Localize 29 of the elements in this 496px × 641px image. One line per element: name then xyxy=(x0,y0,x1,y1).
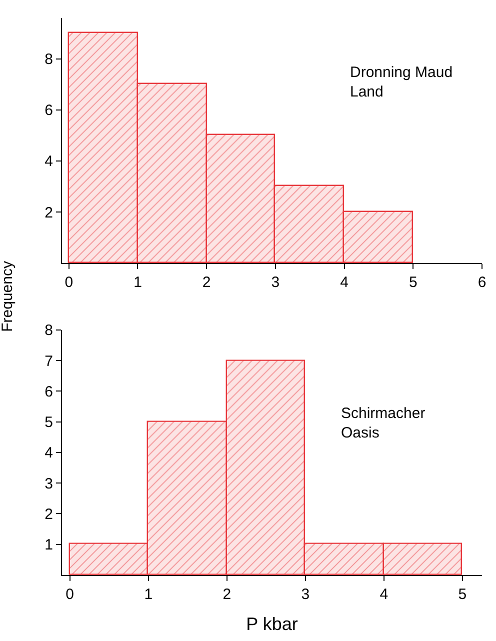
y-tick-label: 8 xyxy=(44,51,53,68)
x-tick-label: 0 xyxy=(66,586,74,603)
annotation: Schirmacher Oasis xyxy=(341,405,426,442)
y-tick-label: 2 xyxy=(44,204,53,222)
y-tick-label: 2 xyxy=(44,506,53,523)
y-tick-label: 8 xyxy=(44,322,53,340)
x-tick-label: 2 xyxy=(222,586,232,603)
x-tick-label: 3 xyxy=(301,586,310,603)
y-axis-title: Frequency xyxy=(0,260,16,332)
x-tick-label: 5 xyxy=(408,274,418,292)
x-tick-label: 1 xyxy=(144,586,153,603)
x-tick-label: 4 xyxy=(380,586,388,603)
x-tick-label: 6 xyxy=(478,274,486,292)
y-tick-label: 3 xyxy=(44,475,53,492)
y-tick-label: 1 xyxy=(44,536,53,554)
x-tick-label: 1 xyxy=(134,274,142,292)
x-tick-label: 0 xyxy=(64,274,74,292)
y-tick-label: 5 xyxy=(44,414,53,432)
x-tick-label: 2 xyxy=(202,274,211,292)
y-tick-label: 6 xyxy=(44,383,53,400)
y-tick-label: 4 xyxy=(44,444,53,462)
x-tick-label: 5 xyxy=(458,586,467,603)
y-tick-label: 6 xyxy=(44,102,53,120)
x-tick-label: 4 xyxy=(340,274,348,292)
y-tick-label: 4 xyxy=(44,153,53,170)
x-tick-label: 3 xyxy=(271,274,280,292)
y-tick-label: 7 xyxy=(44,352,53,370)
annotation: Dronning Maud Land xyxy=(350,64,453,100)
x-axis-title: P kbar xyxy=(246,614,298,634)
